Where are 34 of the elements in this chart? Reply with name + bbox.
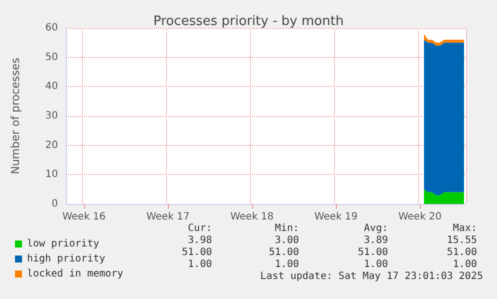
legend-label: low priority <box>27 238 100 250</box>
legend-label: locked in memory <box>27 268 124 280</box>
text: Avg: <box>364 223 388 235</box>
x-tick-label: Week 18 <box>230 212 274 222</box>
text: 15.55 <box>446 235 477 247</box>
y-tick-label: 60 <box>45 22 58 34</box>
chart-title: Processes priority - by month <box>153 14 344 29</box>
legend-label: high priority <box>27 254 106 264</box>
y-tick-label: 30 <box>45 110 58 122</box>
text: 1.00 <box>188 259 212 271</box>
text: 3.89 <box>364 235 388 247</box>
y-tick-label: 10 <box>45 169 58 180</box>
y-tick-label: 0 <box>52 198 58 210</box>
text: 1.00 <box>452 259 477 271</box>
text: 51.00 <box>268 247 299 259</box>
x-tick-label: Week 20 <box>398 212 442 222</box>
y-tick-label: 40 <box>45 81 58 92</box>
text: 3.00 <box>274 235 299 247</box>
y-axis-title: Number of processes <box>9 57 22 174</box>
text: 1.00 <box>364 259 388 271</box>
text: 1.00 <box>274 259 299 271</box>
text: 51.00 <box>182 247 212 259</box>
text: Last update: Sat May 17 23:01:03 2025 <box>260 271 483 283</box>
text: 51.00 <box>358 247 388 259</box>
text: Max: <box>452 223 477 235</box>
text: Cur: <box>188 223 212 235</box>
text: Min: <box>274 223 299 235</box>
x-tick-label: Week 17 <box>146 212 190 222</box>
x-tick-label: Week 16 <box>62 212 106 222</box>
text: 51.00 <box>446 247 477 259</box>
x-tick-label: Week 19 <box>314 212 358 222</box>
y-tick-label: 50 <box>45 52 58 63</box>
y-tick-label: 20 <box>45 140 58 151</box>
text: 3.98 <box>188 235 212 247</box>
